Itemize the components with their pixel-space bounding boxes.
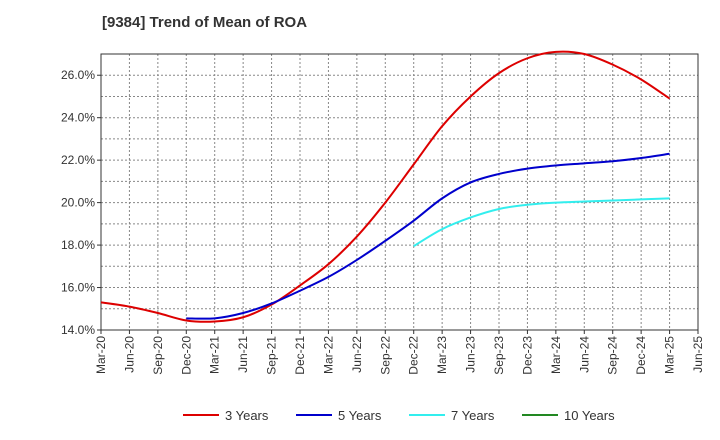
series-line-7-years xyxy=(413,197,670,247)
x-tick-label: Mar-20 xyxy=(94,336,108,374)
x-tick-label: Dec-23 xyxy=(520,336,534,375)
y-tick-label: 16.0% xyxy=(61,281,95,295)
legend-label-3-years: 3 Years xyxy=(225,408,269,423)
y-tick-label: 20.0% xyxy=(61,196,95,210)
y-tick-label: 14.0% xyxy=(61,323,95,337)
x-tick-label: Mar-21 xyxy=(208,336,222,374)
x-tick-label: Sep-21 xyxy=(265,336,279,375)
legend-label-10-years: 10 Years xyxy=(564,408,615,423)
x-tick-label: Mar-22 xyxy=(321,336,335,374)
series-line-5-years xyxy=(186,152,670,320)
y-tick-label: 24.0% xyxy=(61,111,95,125)
series-line-3-years xyxy=(100,50,671,323)
legend-label-7-years: 7 Years xyxy=(451,408,495,423)
y-tick-label: 22.0% xyxy=(61,153,95,167)
x-tick-label: Sep-20 xyxy=(151,336,165,375)
x-tick-label: Mar-25 xyxy=(663,336,677,374)
x-tick-label: Jun-23 xyxy=(464,336,478,373)
y-tick-label: 26.0% xyxy=(61,68,95,82)
plot-area xyxy=(101,54,698,330)
x-tick-label: Sep-23 xyxy=(492,336,506,375)
x-tick-label: Jun-22 xyxy=(350,336,364,373)
chart-title: [9384] Trend of Mean of ROA xyxy=(102,14,308,31)
x-tick-label: Dec-20 xyxy=(179,336,193,375)
x-tick-label: Dec-24 xyxy=(634,336,648,375)
x-tick-label: Jun-21 xyxy=(236,336,250,373)
x-tick-label: Dec-21 xyxy=(293,336,307,375)
x-tick-label: Jun-24 xyxy=(577,336,591,373)
x-tick-label: Mar-24 xyxy=(549,336,563,374)
x-tick-label: Sep-22 xyxy=(378,336,392,375)
y-tick-label: 18.0% xyxy=(61,238,95,252)
x-tick-label: Jun-25 xyxy=(691,336,705,373)
x-tick-label: Mar-23 xyxy=(435,336,449,374)
x-tick-label: Dec-22 xyxy=(407,336,421,375)
legend-label-5-years: 5 Years xyxy=(338,408,382,423)
x-tick-label: Sep-24 xyxy=(606,336,620,375)
x-tick-label: Jun-20 xyxy=(122,336,136,373)
plot-frame xyxy=(100,53,699,331)
